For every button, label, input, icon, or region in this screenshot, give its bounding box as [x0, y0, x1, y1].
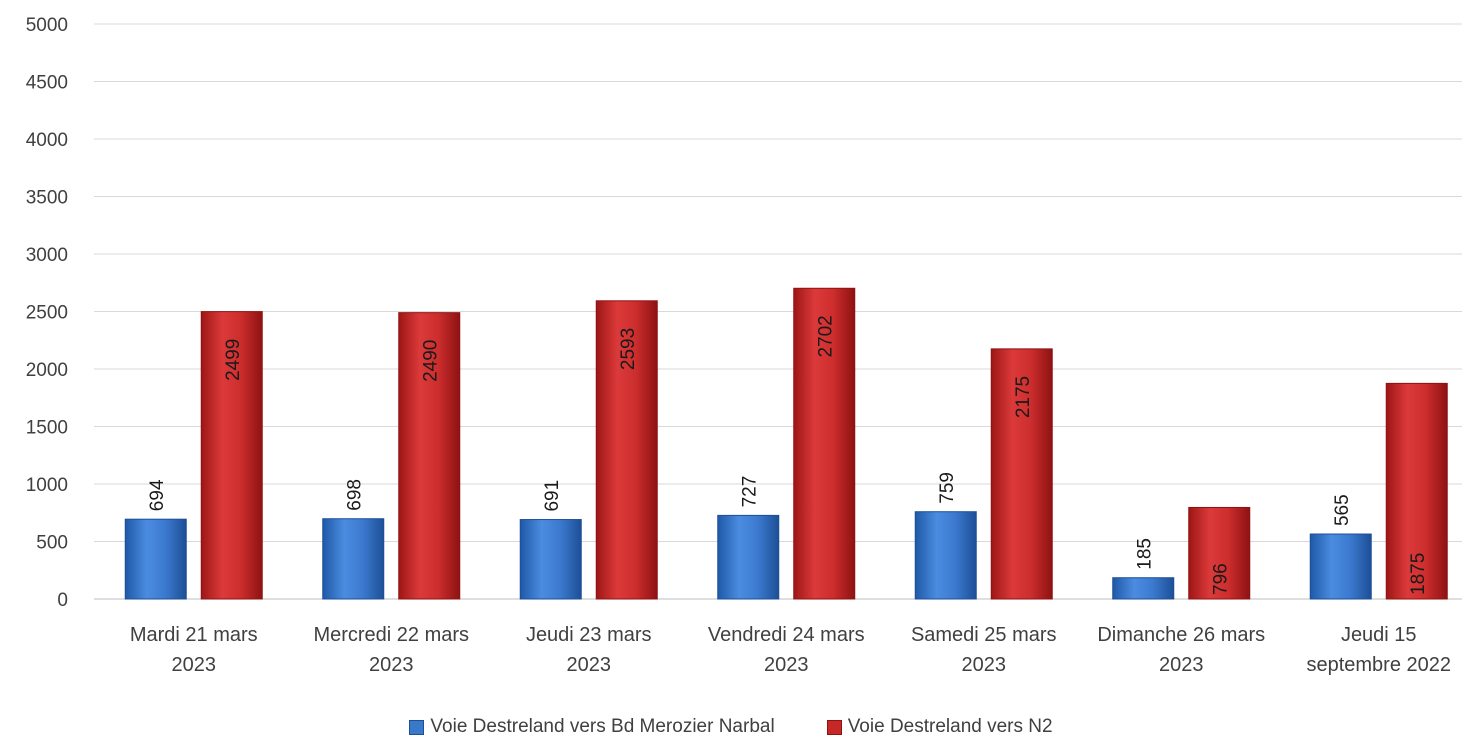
x-tick-label-2-line-2: 2023	[369, 654, 414, 676]
y-tick-label-1500: 1500	[26, 418, 68, 439]
legend-item-series-2[interactable]: Voie Destreland vers N2	[826, 716, 1053, 738]
data-label-2-4: 2702	[815, 315, 836, 357]
bar-1-1[interactable]	[124, 518, 187, 600]
data-label-1-6: 185	[1134, 538, 1155, 570]
bar-2-6[interactable]	[1188, 506, 1251, 600]
y-tick-label-5000: 5000	[26, 15, 68, 36]
x-tick-label-4-line-1: Vendredi 24 mars	[708, 624, 865, 646]
data-label-2-2: 2490	[420, 340, 441, 382]
x-tick-label-3-line-2: 2023	[567, 654, 612, 676]
bar-chart: 0 500 1000 1500 2000 2500 3000 3500 4000 4500 5000…	[26, 15, 1462, 676]
data-label-2-6: 796	[1210, 563, 1231, 595]
y-tick-label-500: 500	[36, 533, 68, 554]
bar-1-2[interactable]	[322, 518, 385, 600]
bar-2-3[interactable]	[595, 300, 658, 600]
data-label-2-3: 2593	[618, 328, 639, 370]
y-tick-label-4000: 4000	[26, 130, 68, 151]
x-tick-label-1-line-2: 2023	[172, 654, 217, 676]
bar-2-7[interactable]	[1385, 382, 1448, 600]
bar-2-5[interactable]	[990, 348, 1053, 600]
x-tick-label-2-line-1: Mercredi 22 mars	[313, 624, 469, 646]
x-tick-label-3-line-1: Jeudi 23 mars	[526, 624, 652, 646]
bar-2-1[interactable]	[200, 311, 263, 600]
x-tick-label-6-line-2: 2023	[1159, 654, 1204, 676]
legend-label-series-2: Voie Destreland vers N2	[847, 716, 1053, 737]
legend-item-series-1[interactable]: Voie Destreland vers Bd Merozier Narbal	[409, 716, 775, 738]
bar-1-3[interactable]	[519, 519, 582, 600]
y-tick-label-4500: 4500	[26, 73, 68, 94]
data-label-1-4: 727	[739, 476, 760, 508]
y-tick-label-1000: 1000	[26, 475, 68, 496]
x-tick-label-5-line-2: 2023	[962, 654, 1007, 676]
legend-label-series-1: Voie Destreland vers Bd Merozier Narbal	[430, 716, 775, 737]
x-tick-label-7-line-2: septembre 2022	[1306, 654, 1451, 676]
data-label-1-1: 694	[147, 479, 168, 511]
x-tick-label-7-line-1: Jeudi 15	[1341, 624, 1417, 646]
legend-swatch-series-1	[409, 719, 425, 735]
x-tick-label-5-line-1: Samedi 25 mars	[911, 624, 1057, 646]
bars: 694 2499 698 2490 691 2593 727 2702 759 2175 185 79…	[124, 287, 1448, 600]
data-label-2-7: 1875	[1408, 553, 1429, 595]
bar-1-7[interactable]	[1309, 533, 1372, 600]
y-tick-label-0: 0	[57, 590, 68, 611]
bar-2-4[interactable]	[793, 287, 856, 600]
data-label-1-3: 691	[542, 480, 563, 512]
bar-1-5[interactable]	[914, 511, 977, 600]
bar-2-2[interactable]	[398, 312, 461, 600]
bar-1-4[interactable]	[717, 514, 780, 600]
bar-1-6[interactable]	[1112, 577, 1175, 600]
x-tick-label-6-line-1: Dimanche 26 mars	[1097, 624, 1265, 646]
data-label-1-7: 565	[1332, 494, 1353, 526]
y-axis-tick-labels: 0 500 1000 1500 2000 2500 3000 3500 4000 4500 5000	[26, 15, 68, 611]
x-axis-tick-labels: Mardi 21 mars 2023 Mercredi 22 mars 2023 Jeu…	[130, 624, 1451, 676]
data-label-2-1: 2499	[223, 339, 244, 381]
legend-swatch-series-2	[826, 719, 842, 735]
data-label-2-5: 2175	[1013, 376, 1034, 418]
y-tick-label-3500: 3500	[26, 188, 68, 209]
x-tick-label-1-line-1: Mardi 21 mars	[130, 624, 258, 646]
gridlines	[94, 23, 1462, 600]
y-tick-label-3000: 3000	[26, 245, 68, 266]
data-label-1-2: 698	[344, 479, 365, 511]
y-tick-label-2000: 2000	[26, 360, 68, 381]
data-label-1-5: 759	[937, 472, 958, 504]
y-tick-label-2500: 2500	[26, 303, 68, 324]
x-tick-label-4-line-2: 2023	[764, 654, 809, 676]
legend: Voie Destreland vers Bd Merozier Narbal …	[0, 712, 1462, 742]
